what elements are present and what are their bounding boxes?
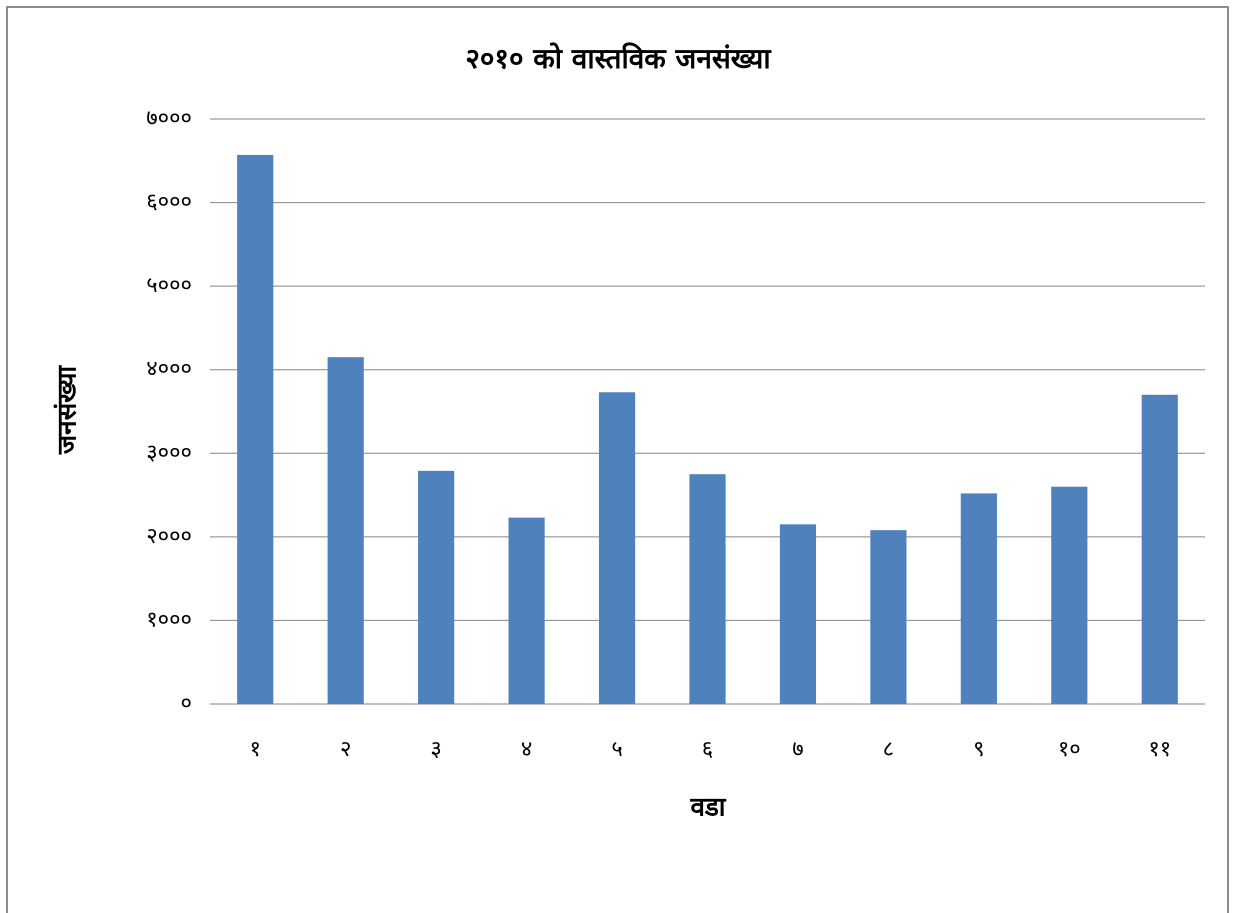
x-tick-label: १ — [250, 737, 261, 762]
bar — [418, 470, 455, 704]
x-tick-label: ४ — [521, 737, 532, 762]
y-tick-label: २००० — [146, 524, 192, 549]
bar — [237, 154, 274, 704]
bar — [327, 357, 364, 704]
x-tick-label: १० — [1058, 737, 1081, 762]
y-axis-label: जनसंख्या — [53, 365, 83, 456]
x-tick-label: ३ — [430, 737, 441, 762]
y-tick-label: ३००० — [146, 440, 192, 465]
bar — [960, 493, 997, 704]
y-tick-label: ० — [181, 691, 192, 716]
y-tick-label: ५००० — [146, 273, 192, 298]
x-tick-label: ९ — [973, 737, 984, 762]
bar — [689, 474, 726, 704]
bar — [1051, 486, 1088, 704]
bar — [870, 530, 907, 704]
y-tick-label: ७००० — [146, 106, 192, 131]
chart-title: २०१० को वास्तविक जनसंख्या — [465, 42, 772, 75]
bar — [779, 524, 817, 704]
bar — [598, 392, 636, 704]
x-tick-label: ८ — [883, 737, 894, 762]
bar — [508, 517, 545, 704]
x-tick-label: ५ — [611, 737, 622, 762]
x-axis-label: वडा — [689, 793, 726, 823]
x-tick-label: ७ — [792, 737, 803, 762]
y-tick-label: ४००० — [146, 357, 192, 382]
bar — [1141, 394, 1178, 704]
y-tick-label: ६००० — [146, 190, 192, 215]
x-tick-label: ६ — [702, 737, 713, 762]
x-tick-label: २ — [340, 737, 351, 762]
x-tick-label: ११ — [1148, 737, 1171, 762]
y-tick-label: १००० — [146, 607, 192, 632]
